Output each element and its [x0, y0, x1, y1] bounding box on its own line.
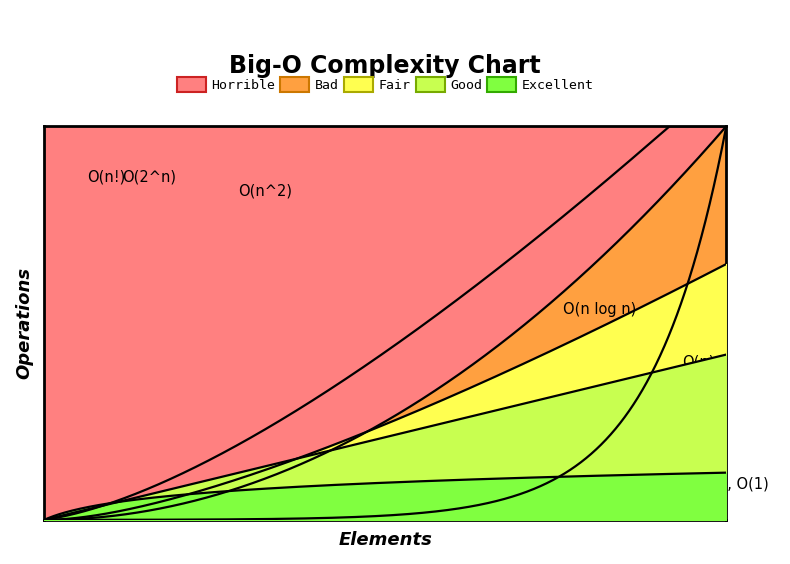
- Text: O(n): O(n): [682, 355, 714, 370]
- X-axis label: Elements: Elements: [338, 531, 432, 549]
- Text: O(n log n): O(n log n): [562, 302, 636, 317]
- Y-axis label: Operations: Operations: [15, 267, 33, 379]
- Text: O(log n), O(1): O(log n), O(1): [668, 477, 769, 492]
- Legend: Horrible, Bad, Fair, Good, Excellent: Horrible, Bad, Fair, Good, Excellent: [171, 72, 599, 97]
- Title: Big-O Complexity Chart: Big-O Complexity Chart: [229, 55, 541, 78]
- Text: O(n^2): O(n^2): [239, 183, 292, 199]
- Text: O(2^n): O(2^n): [122, 170, 176, 184]
- Text: O(n!): O(n!): [87, 170, 126, 184]
